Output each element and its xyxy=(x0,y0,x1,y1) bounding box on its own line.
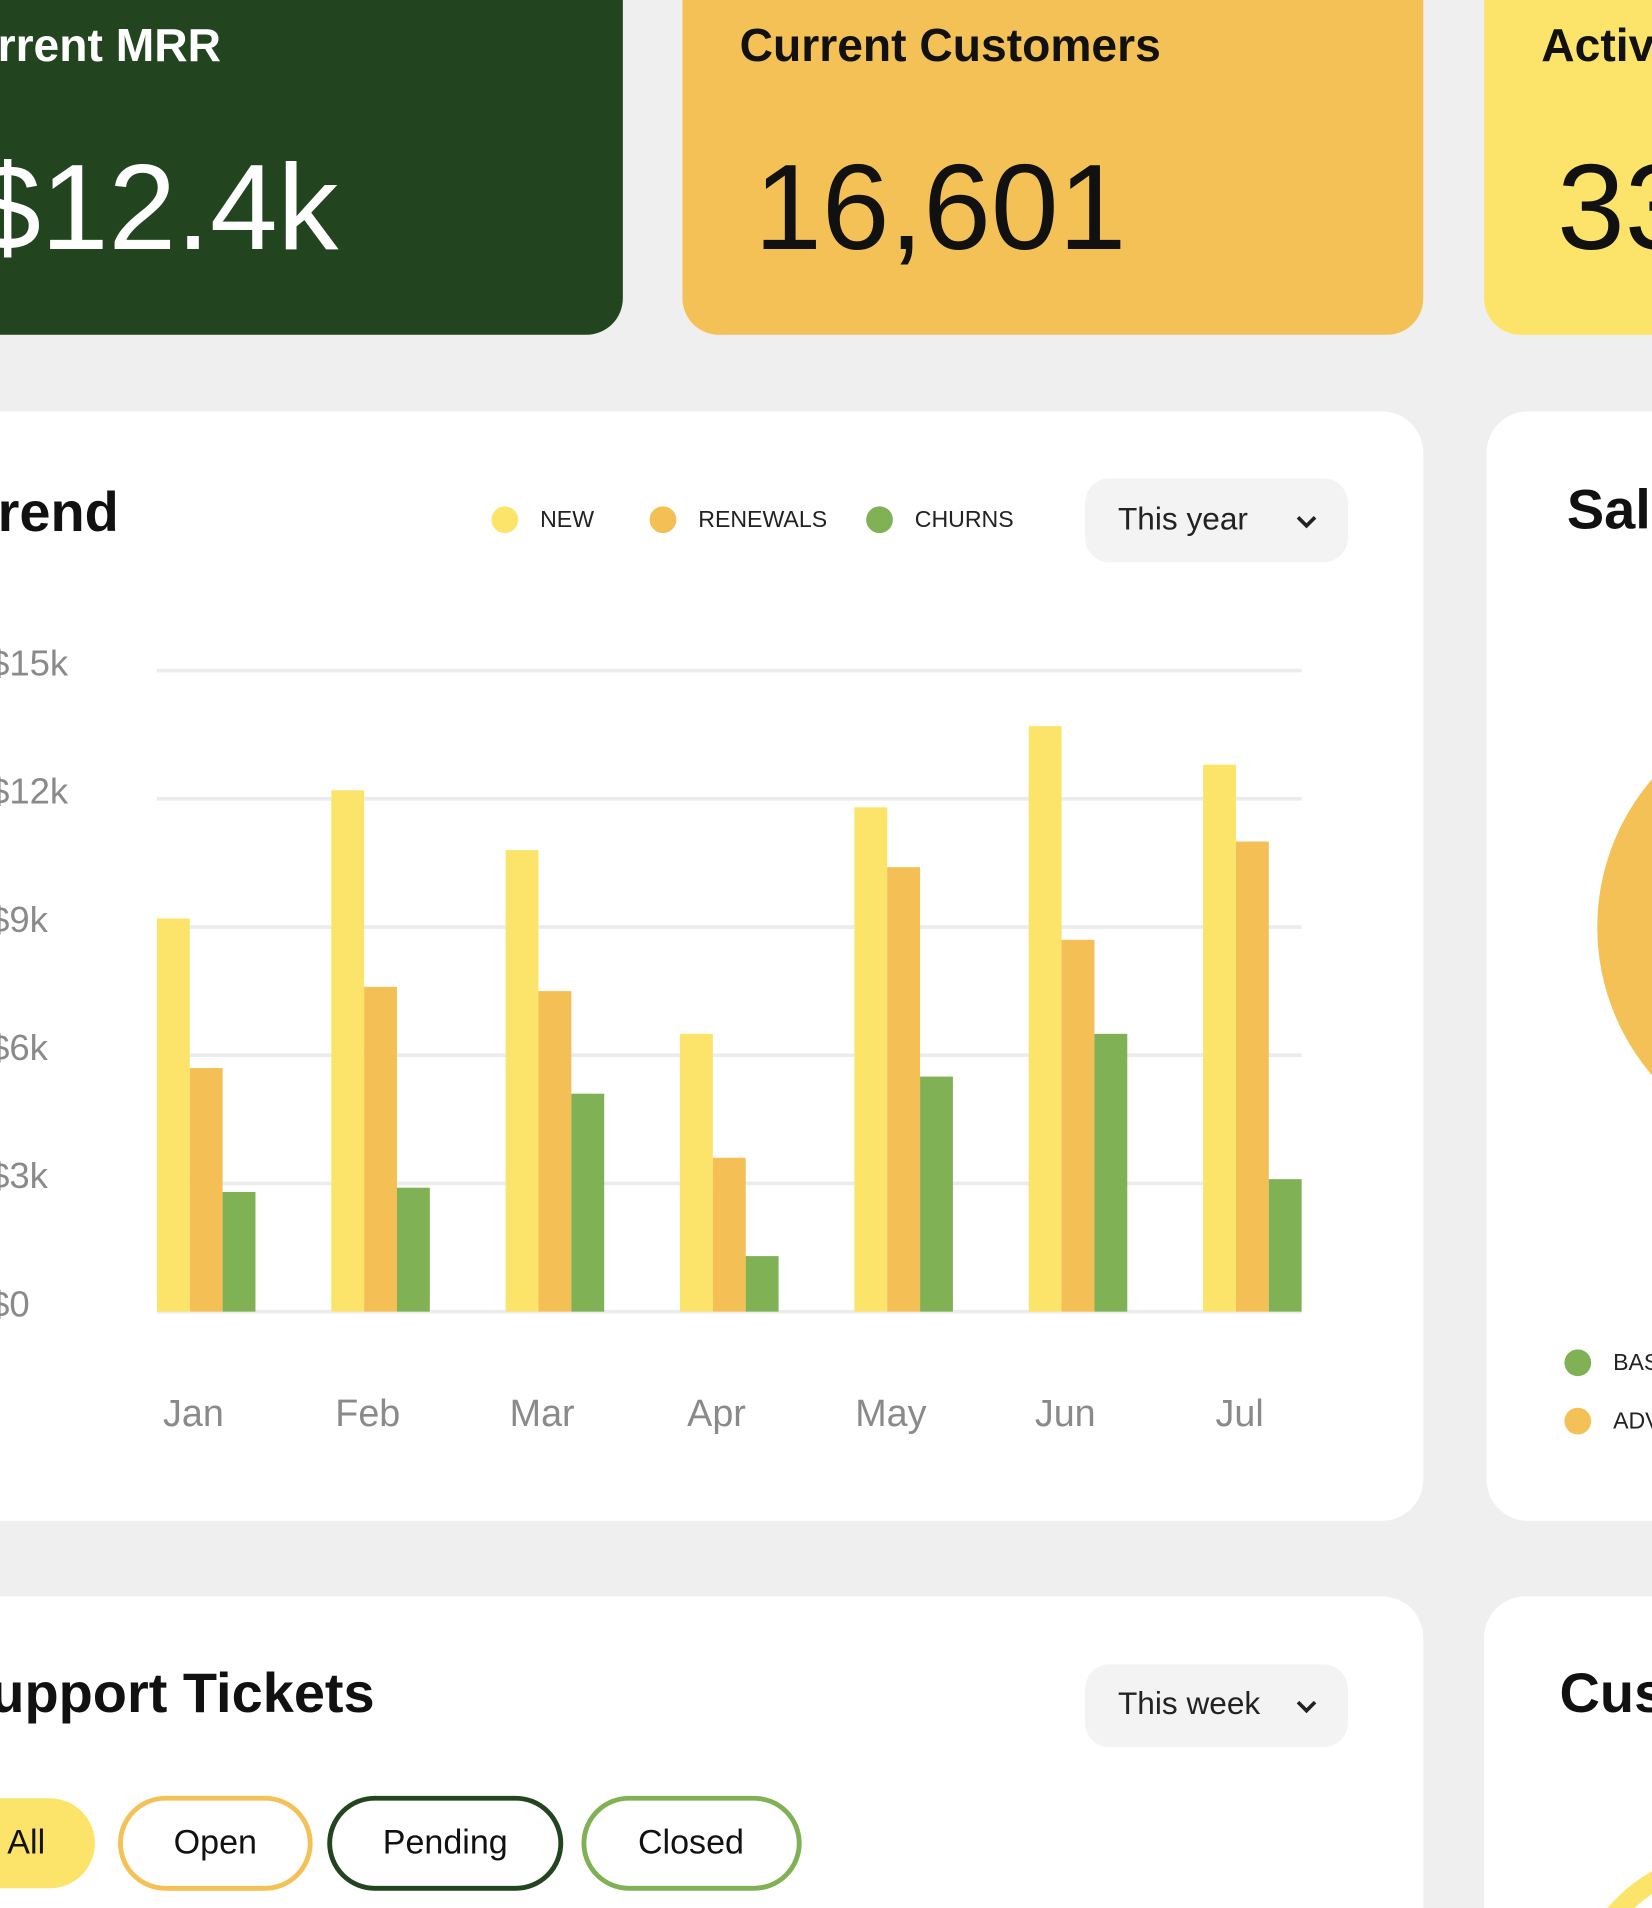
customers-card xyxy=(682,0,1424,335)
legend-label: NEW xyxy=(540,506,594,532)
active-card xyxy=(1484,0,1652,335)
bar xyxy=(920,1076,953,1312)
bar xyxy=(1028,726,1062,1312)
filter-label[interactable]: Closed xyxy=(638,1823,744,1861)
filter-label[interactable]: All xyxy=(7,1823,45,1861)
bar xyxy=(1061,939,1095,1312)
customers-title: Cus xyxy=(1560,1661,1652,1724)
x-tick-label: Jun xyxy=(1035,1392,1096,1434)
legend-dot xyxy=(649,506,677,534)
x-tick-label: May xyxy=(855,1392,926,1434)
bar xyxy=(854,807,888,1312)
filter-pill[interactable] xyxy=(581,1795,802,1891)
bar xyxy=(1235,841,1269,1312)
period-dropdown[interactable] xyxy=(1085,1664,1348,1748)
bar xyxy=(189,1068,223,1312)
legend-dot xyxy=(1564,1349,1592,1377)
card-value: $12.4k xyxy=(0,139,339,275)
bar xyxy=(222,1191,256,1312)
bar xyxy=(1268,1179,1302,1312)
legend-label: CHURNS xyxy=(915,506,1014,532)
y-tick-label: $3k xyxy=(0,1155,49,1196)
pie xyxy=(1597,779,1652,1076)
x-tick-label: Feb xyxy=(335,1392,400,1434)
dropdown-label[interactable]: This week xyxy=(1118,1685,1260,1721)
bar xyxy=(887,867,921,1312)
filter-label[interactable]: Open xyxy=(174,1823,257,1861)
card-title: Activ xyxy=(1541,19,1652,71)
sales-title: Sal xyxy=(1567,477,1651,540)
chevron xyxy=(1296,1700,1317,1714)
y-tick-label: $9k xyxy=(0,899,49,940)
bar xyxy=(680,1033,713,1312)
legend-dot xyxy=(1564,1407,1592,1435)
bar xyxy=(538,991,572,1312)
card-title: rrent MRR xyxy=(0,19,221,71)
y-tick-label: $15k xyxy=(0,642,69,683)
bar xyxy=(745,1256,779,1312)
bar xyxy=(571,1093,605,1312)
bar xyxy=(712,1157,746,1312)
legend-dot xyxy=(491,506,519,534)
bar xyxy=(396,1187,430,1312)
bar xyxy=(1094,1033,1128,1312)
legend-label: BAS xyxy=(1613,1349,1652,1375)
customers-card xyxy=(1484,1596,1652,1908)
bar xyxy=(364,986,397,1312)
y-tick-label: $12k xyxy=(0,771,69,812)
filter-pill[interactable] xyxy=(327,1795,564,1891)
chart-title: rend xyxy=(0,480,119,543)
filter-pill[interactable] xyxy=(0,1798,95,1889)
card-title: Current Customers xyxy=(740,19,1161,71)
x-tick-label: Mar xyxy=(510,1392,575,1434)
mrr-card xyxy=(0,0,623,335)
x-tick-label: Jan xyxy=(163,1392,224,1434)
sales-card xyxy=(1486,411,1652,1521)
plot: $0 $3k $6k $9k $12k $15k NEW RENEWALS CHURNS Jan F… xyxy=(0,506,1302,1434)
y-tick-label: $6k xyxy=(0,1027,49,1068)
y-tick-label: $0 xyxy=(0,1283,30,1324)
period-dropdown[interactable] xyxy=(1085,478,1348,563)
legend-dot xyxy=(866,506,893,534)
dropdown-label[interactable]: This year xyxy=(1118,500,1248,536)
chevron xyxy=(1296,515,1317,529)
legend-label: ADV xyxy=(1613,1407,1652,1433)
filter-label[interactable]: Pending xyxy=(383,1823,508,1861)
bar xyxy=(1203,764,1236,1312)
card-value: 33 xyxy=(1557,139,1652,275)
filter-pill[interactable] xyxy=(118,1795,313,1891)
support-title: upport Tickets xyxy=(0,1661,375,1724)
bar xyxy=(156,918,190,1312)
x-tick-label: Apr xyxy=(687,1392,746,1434)
legend-label: RENEWALS xyxy=(698,506,827,532)
card-value: 16,601 xyxy=(754,139,1126,275)
bar xyxy=(505,850,539,1312)
bar xyxy=(331,790,365,1312)
x-tick-label: Jul xyxy=(1216,1392,1264,1434)
